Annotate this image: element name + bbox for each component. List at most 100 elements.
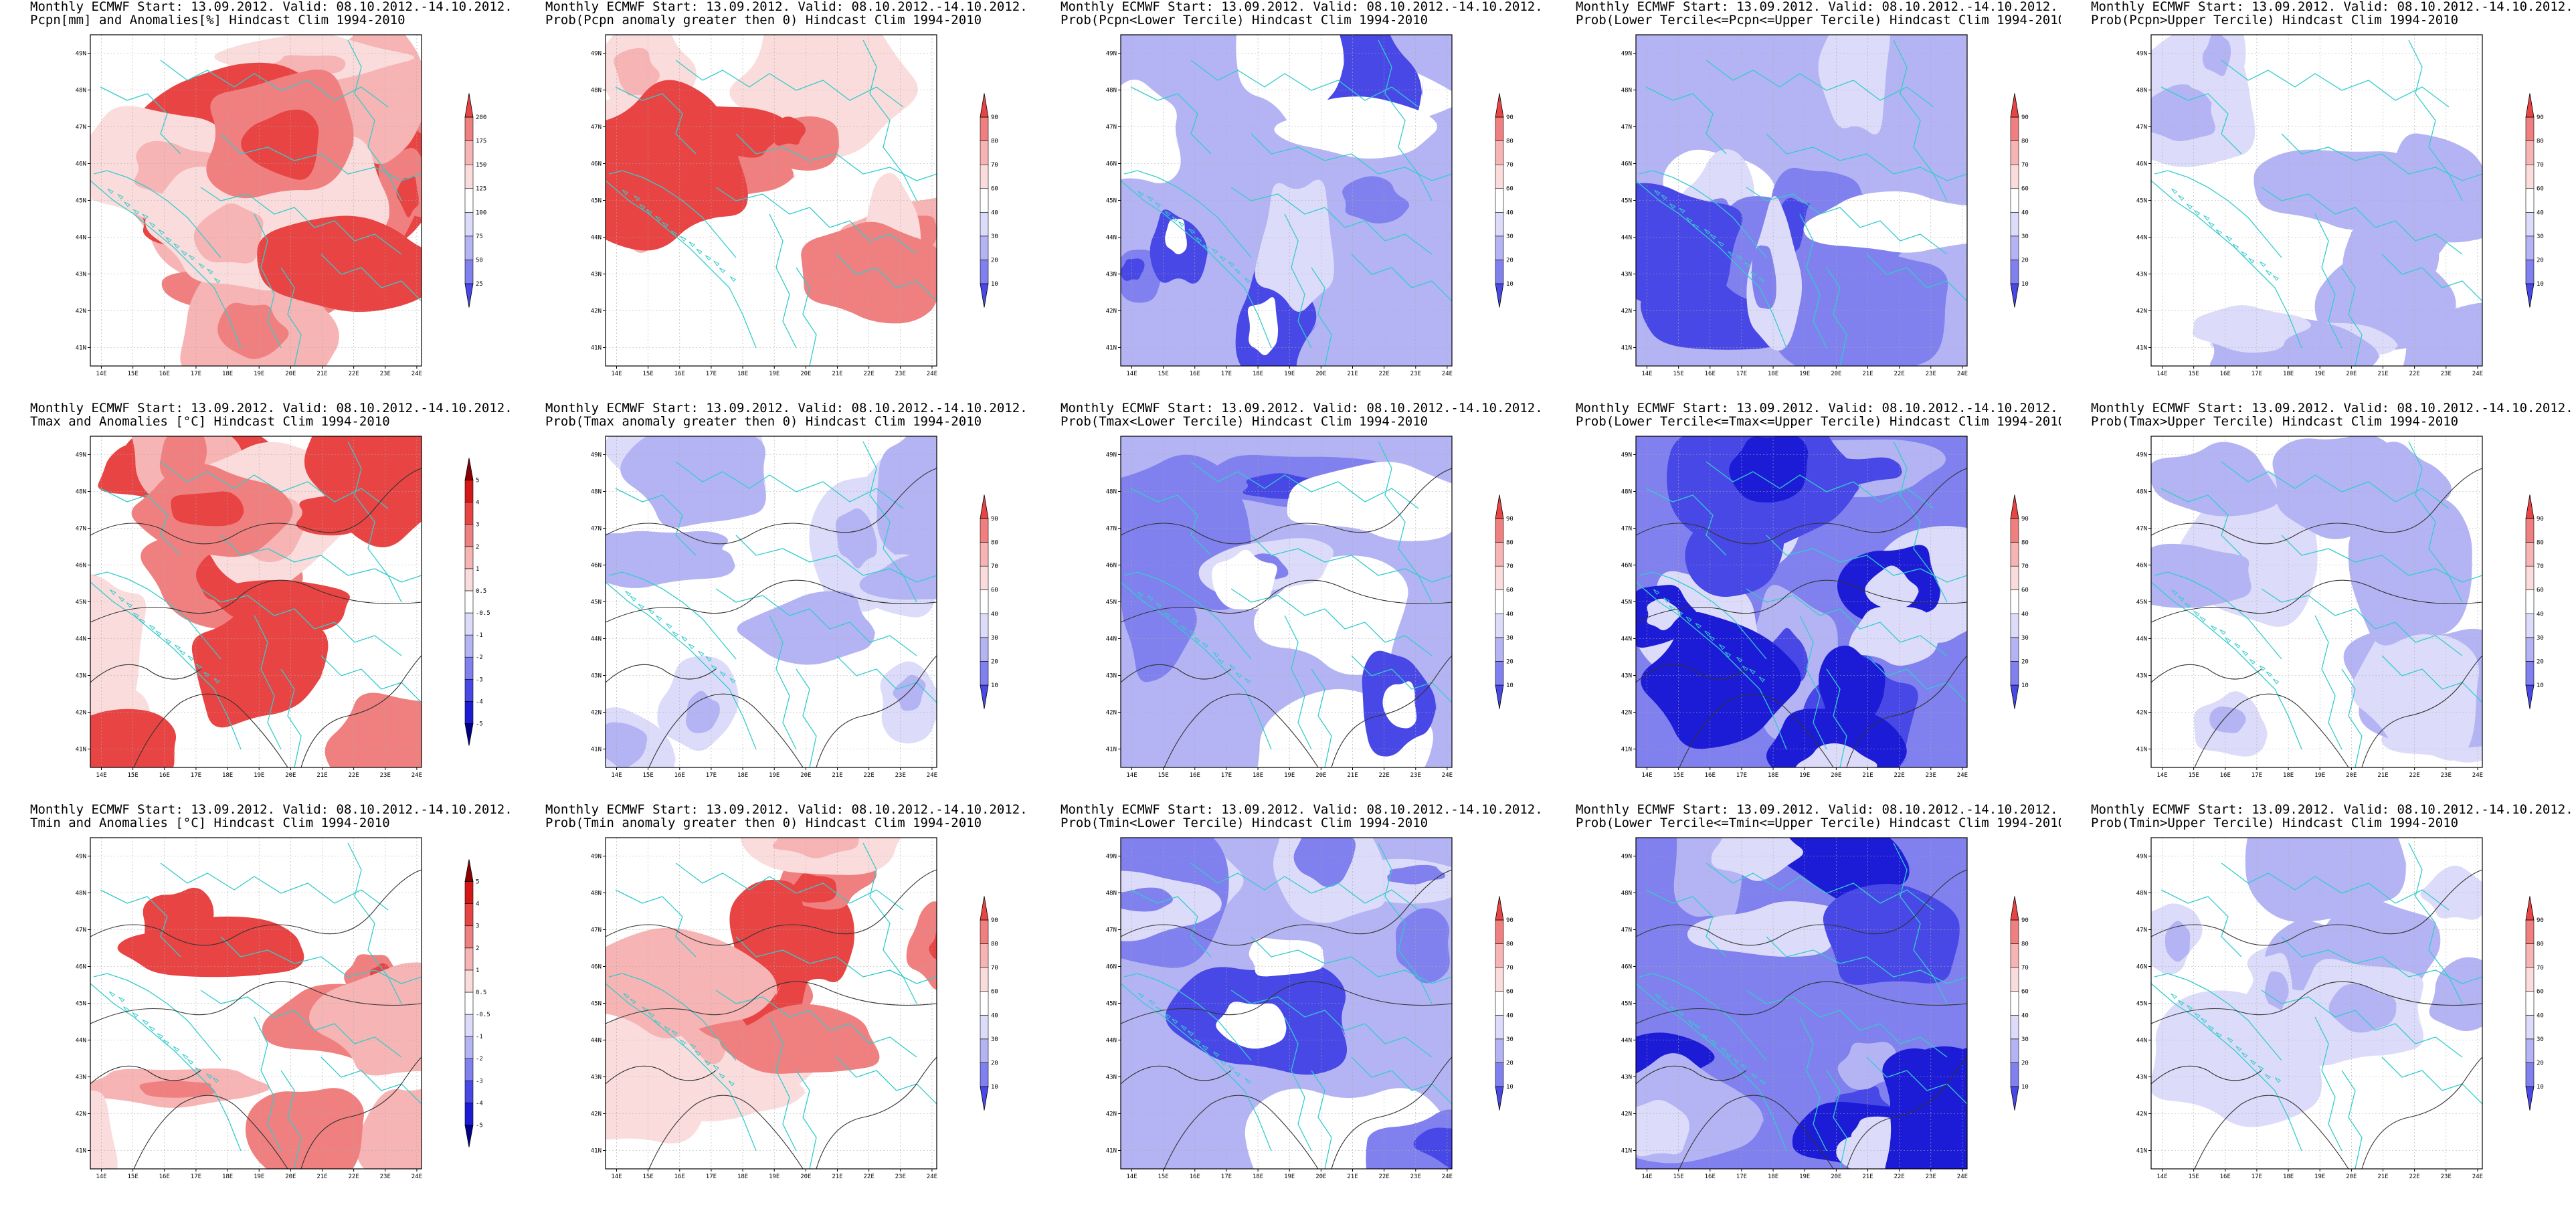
longitude-label: 21E (1347, 772, 1358, 779)
island-outline (1244, 278, 1251, 284)
map-panel-pcpn-anom: Monthly ECMWF Start: 13.09.2012. Valid: … (0, 0, 515, 401)
island-outline (139, 618, 146, 624)
map-area (606, 838, 937, 1169)
colorbar-segment (1495, 93, 1504, 118)
colorbar-segment (1495, 188, 1504, 213)
colorbar-segment (1495, 1086, 1504, 1111)
colorbar-segment (464, 881, 474, 904)
border-line (2408, 441, 2463, 603)
colorbar-tick-label: 80 (1506, 138, 1513, 145)
shaded-region (606, 557, 671, 579)
island-outline (179, 650, 186, 656)
latitude-label: 47N (2136, 526, 2147, 533)
shaded-region (2403, 302, 2482, 366)
colorbar: -5 -4 -3 -2 -1 -0.5 0.5 1 2 3 4 5 (464, 859, 490, 1147)
longitude-label: 17E (1221, 371, 1232, 377)
colorbar-segment (2010, 637, 2019, 662)
island-outline (1749, 668, 1756, 674)
colorbar-segment (2525, 589, 2535, 614)
latitude-label: 48N (1621, 489, 1632, 496)
colorbar-tick-label: 80 (1506, 540, 1513, 547)
latitude-label: 45N (76, 198, 86, 205)
colorbar-segment (2525, 164, 2535, 189)
colorbar-tick-label: 60 (991, 186, 998, 193)
latitude-label: 49N (76, 452, 86, 459)
latitude-label: 43N (1621, 272, 1632, 278)
border-line (2381, 1056, 2482, 1105)
longitude-axis: 14E 15E 16E 17E 18E 19E 20E 21E 22E 23E 24E (1641, 366, 1968, 377)
latitude-label: 44N (591, 636, 602, 643)
colorbar-segment (464, 164, 474, 189)
map-panel-tmax-lower: Monthly ECMWF Start: 13.09.2012. Valid: … (1030, 401, 1546, 803)
contour-line (1846, 655, 1967, 767)
contour-line (1331, 655, 1452, 767)
latitude-label: 48N (76, 489, 86, 496)
island-outline (672, 631, 678, 637)
latitude-axis: 41N 42N 43N 44N 45N 46N 47N 48N 49N (1621, 452, 1636, 753)
colorbar-tick-label: 4 (476, 500, 479, 506)
colorbar-tick-label: -4 (476, 1100, 483, 1107)
border-line (1706, 862, 1934, 911)
border-line (2154, 571, 2282, 660)
island-outline (698, 650, 705, 656)
coastline-borders (2151, 39, 2482, 366)
island-outline (214, 278, 221, 284)
island-outline (1679, 207, 1685, 213)
colorbar-tick-label: 40 (991, 209, 998, 216)
map-figure: Monthly ECMWF Start: 13.09.2012. Valid: … (545, 802, 1028, 1180)
colorbar-tick-label: 30 (2021, 635, 2029, 642)
border-line (1121, 983, 1272, 1151)
longitude-label: 20E (285, 772, 296, 779)
border-line (1121, 581, 1272, 750)
colorbar-tick-label: 3 (476, 522, 479, 529)
colorbar-tick-label: 90 (2537, 114, 2544, 121)
longitude-label: 20E (800, 772, 811, 779)
longitude-label: 20E (1831, 1174, 1841, 1180)
island-outline (123, 1006, 130, 1012)
island-outline (118, 996, 125, 1003)
contour-line (133, 1095, 288, 1169)
island-outline (2215, 229, 2223, 236)
island-outline (1695, 623, 1702, 629)
colorbar-segment (980, 141, 989, 165)
colorbar-tick-label: -0.5 (476, 610, 490, 617)
panel-header: Monthly ECMWF Start: 13.09.2012. Valid: … (30, 401, 513, 415)
colorbar-tick-label: 30 (991, 1036, 998, 1043)
island-outline (198, 263, 205, 269)
island-outline (132, 209, 140, 215)
colorbar-segment (464, 656, 474, 680)
contour-line (1636, 579, 1967, 623)
shaded-region (1685, 508, 1784, 597)
latitude-label: 44N (591, 1038, 602, 1044)
island-outline (2241, 251, 2247, 257)
longitude-axis: 14E 15E 16E 17E 18E 19E 20E 21E 22E 23E 24E (96, 366, 422, 377)
shaded-region (606, 722, 648, 767)
border-line (2151, 983, 2302, 1151)
longitude-label: 15E (1673, 1174, 1684, 1180)
colorbar-segment (980, 116, 989, 141)
colorbar-segment (464, 612, 474, 636)
longitude-label: 18E (1253, 1174, 1263, 1180)
border-line (1826, 267, 1847, 366)
island-outline (680, 1039, 686, 1046)
shaded-region (1729, 436, 1809, 503)
longitude-label: 22E (1894, 1174, 1905, 1180)
latitude-axis: 41N 42N 43N 44N 45N 46N 47N 48N 49N (76, 452, 90, 753)
island-outline (1245, 1078, 1251, 1085)
colorbar-tick-label: 60 (2021, 186, 2029, 193)
border-line (2408, 39, 2463, 201)
colorbar-segment (980, 1038, 989, 1063)
colorbar-segment (2525, 494, 2535, 519)
island-outline (1654, 189, 1661, 196)
colorbar-tick-label: 5 (476, 879, 479, 886)
colorbar-segment (2525, 260, 2535, 284)
map-figure: Monthly ECMWF Start: 13.09.2012. Valid: … (30, 802, 513, 1180)
colorbar-tick-label: 10 (991, 1084, 998, 1091)
latitude-label: 46N (1621, 964, 1632, 971)
latitude-label: 49N (591, 452, 602, 459)
island-outline (212, 1077, 219, 1083)
colorbar-tick-label: 70 (2021, 162, 2029, 169)
longitude-label: 21E (2377, 772, 2388, 779)
colorbar-segment (1495, 589, 1504, 614)
colorbar-tick-label: 70 (2021, 965, 2029, 971)
